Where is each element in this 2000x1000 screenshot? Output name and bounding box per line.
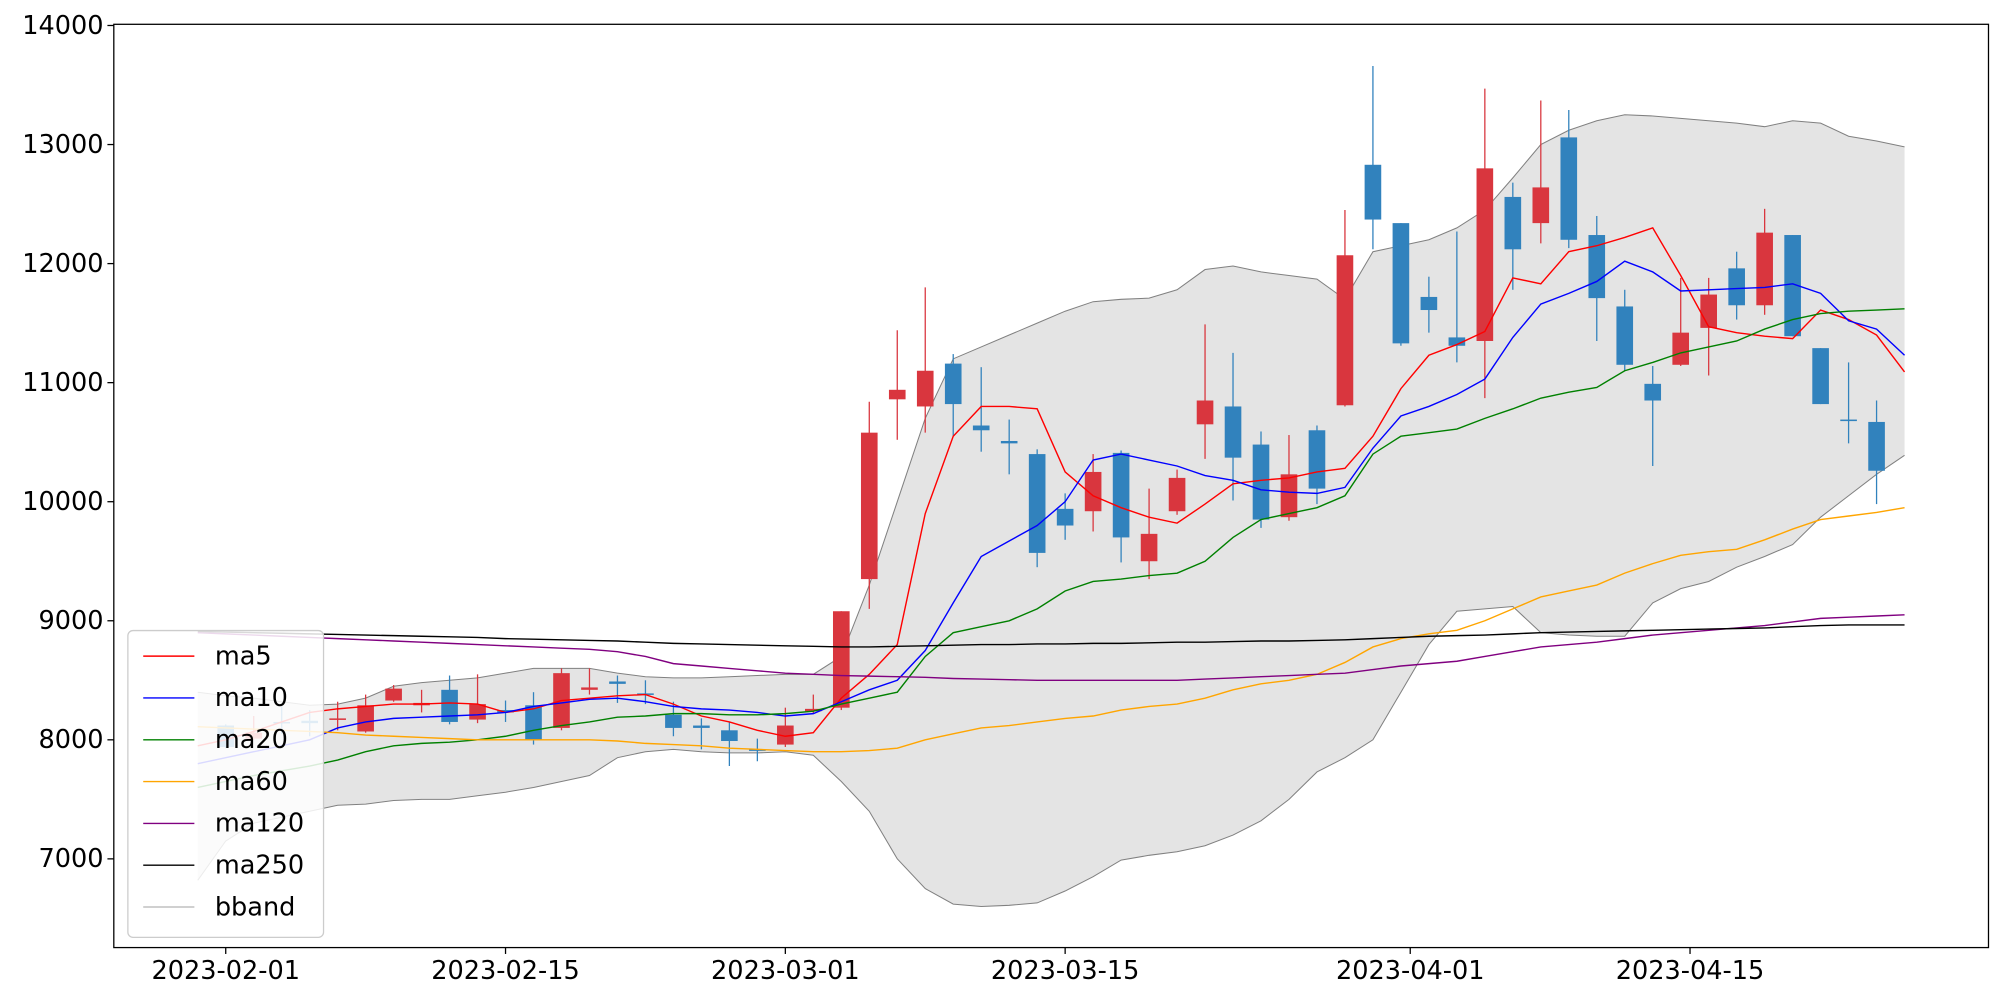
candle-body: [1756, 232, 1773, 306]
y-tick-label: 13000: [22, 130, 103, 160]
candle-body: [1280, 474, 1298, 518]
ma-line: [197, 260, 1906, 765]
candle-body: [1140, 533, 1158, 562]
candle-body: [888, 389, 906, 400]
candle-body: [1084, 471, 1102, 512]
legend-label: ma120: [215, 809, 304, 839]
legend-label: ma250: [215, 850, 304, 880]
x-tick-label: 2023-02-01: [151, 956, 300, 986]
candle-body: [1224, 406, 1242, 458]
x-tick-label: 2023-02-15: [431, 956, 580, 986]
candle-body: [1420, 296, 1438, 311]
candle-body: [1112, 452, 1130, 538]
candle-body: [609, 681, 626, 684]
candle-body: [777, 725, 794, 745]
ma-line: [197, 614, 1905, 681]
candle-body: [1532, 187, 1550, 224]
candle-body: [1728, 268, 1745, 306]
candle-body: [1364, 164, 1382, 220]
candle-body: [944, 363, 962, 405]
candle-body: [1000, 440, 1018, 444]
candle-body: [581, 687, 598, 690]
candle-body: [385, 688, 402, 701]
y-tick-label: 11000: [22, 368, 103, 398]
candle-body: [329, 718, 346, 720]
candle-body: [1252, 444, 1270, 520]
legend-label: ma20: [215, 725, 288, 755]
candle-body: [1308, 430, 1326, 489]
y-tick-label: 10000: [22, 487, 103, 517]
candle-body: [469, 704, 486, 720]
candle-body: [972, 425, 990, 431]
candle-body: [1672, 332, 1690, 365]
candle-body: [1476, 168, 1494, 341]
candle-body: [1588, 235, 1606, 299]
candle-body: [1028, 454, 1046, 553]
ma-line: [197, 624, 1905, 648]
y-tick-label: 14000: [22, 11, 103, 41]
candle-body: [357, 705, 374, 732]
legend-label: ma5: [215, 641, 272, 671]
candle-body: [749, 749, 766, 751]
candle-body: [525, 705, 542, 740]
candle-body: [1812, 348, 1829, 405]
ma-line: [197, 227, 1906, 747]
y-tick-label: 12000: [22, 249, 103, 279]
bband-upper: [197, 114, 1905, 706]
axes-frame: [113, 23, 1990, 949]
candle-body: [721, 730, 738, 742]
candle-body: [1644, 383, 1662, 401]
candle-body: [1616, 306, 1634, 365]
candle-body: [441, 689, 458, 722]
candle-body: [1700, 294, 1717, 328]
candle-body: [1840, 419, 1857, 422]
candle-body: [805, 708, 822, 712]
candle-body: [1448, 337, 1466, 346]
candle-body: [1392, 223, 1410, 344]
candle-body: [497, 710, 514, 713]
legend: ma5 ma10 ma20 ma60 ma120 ma250 bband: [127, 629, 325, 938]
candle-body: [693, 725, 710, 728]
legend-label: ma10: [215, 683, 288, 713]
candle-body: [1560, 137, 1578, 240]
y-tick-label: 8000: [39, 725, 104, 755]
x-tick-label: 2023-03-15: [991, 956, 1140, 986]
candle-body: [916, 370, 934, 407]
candle-body: [860, 432, 878, 580]
ma-line: [197, 506, 1905, 753]
bband-lower: [197, 454, 1905, 908]
candle-body: [1168, 477, 1186, 512]
candle-body: [1784, 235, 1801, 337]
candle-body: [1336, 255, 1354, 406]
candle-body: [1056, 508, 1074, 526]
candle-body: [1504, 196, 1522, 250]
x-tick-label: 2023-03-01: [711, 956, 860, 986]
candle-body: [1868, 421, 1885, 471]
plot-area: [197, 65, 1906, 908]
y-tick-label: 9000: [39, 606, 104, 636]
candle-body: [1196, 400, 1214, 425]
legend-label: bband: [215, 892, 296, 922]
y-tick-label: 7000: [39, 844, 104, 874]
legend-label: ma60: [215, 767, 288, 797]
x-tick-label: 2023-04-15: [1616, 956, 1765, 986]
x-tick-label: 2023-04-01: [1336, 956, 1485, 986]
candle-body: [665, 714, 682, 728]
candle-body: [832, 611, 850, 708]
legend-box: [127, 629, 325, 938]
